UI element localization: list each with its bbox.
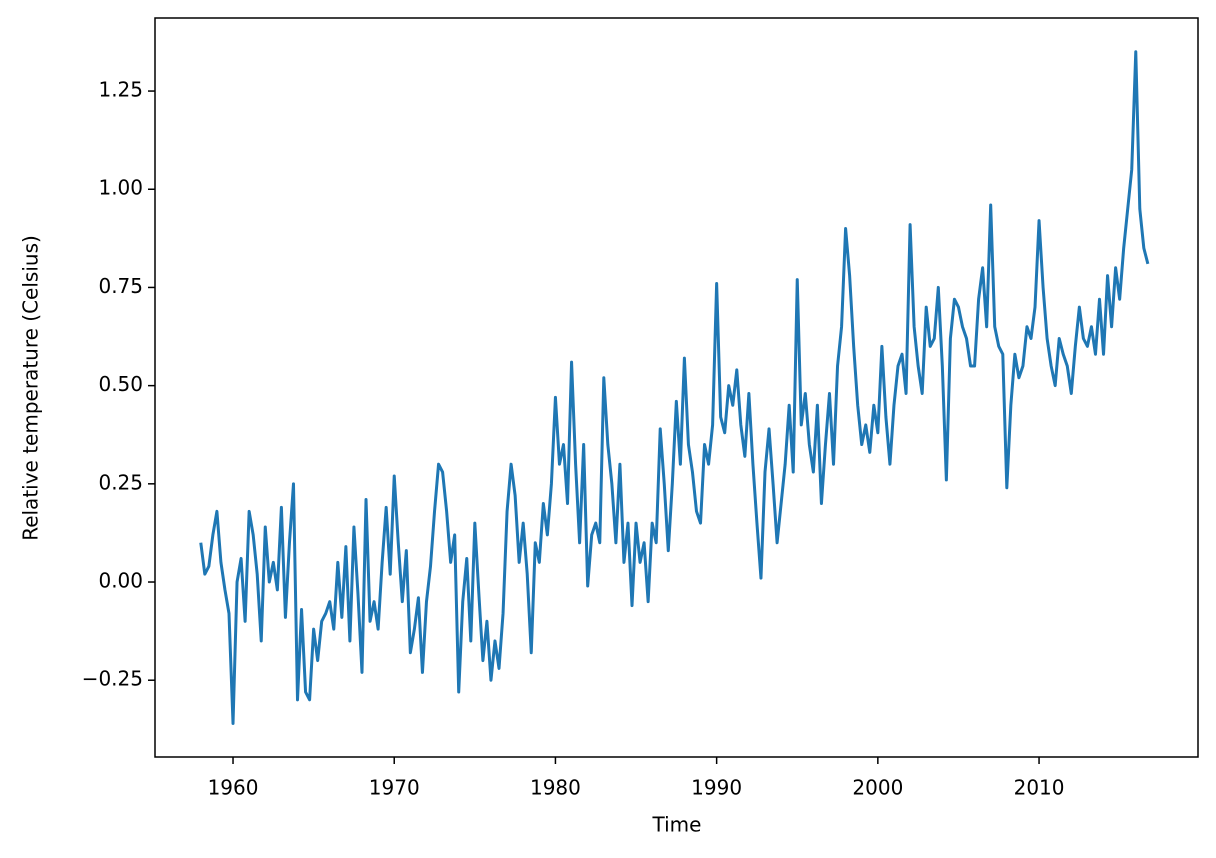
line-series <box>199 50 1150 725</box>
y-tick-label: −0.25 <box>82 667 143 691</box>
x-tick-label: 2010 <box>1014 776 1065 800</box>
y-tick-label: 0.50 <box>98 372 143 396</box>
x-tick-label: 1990 <box>691 776 742 800</box>
plot-frame <box>154 17 1199 758</box>
y-tick-label: 1.25 <box>98 78 143 102</box>
y-tick-label: 0.75 <box>98 274 143 298</box>
x-tick-label: 1960 <box>208 776 259 800</box>
x-axis-label: Time <box>652 813 702 837</box>
y-tick-label: 1.00 <box>98 176 143 200</box>
x-tick-label: 1970 <box>369 776 420 800</box>
x-tick-label: 1980 <box>530 776 581 800</box>
x-tick-label: 2000 <box>852 776 903 800</box>
y-tick-label: 0.25 <box>98 470 143 494</box>
y-axis-label: Relative temperature (Celsius) <box>19 235 43 541</box>
y-tick-label: 0.00 <box>98 569 143 593</box>
